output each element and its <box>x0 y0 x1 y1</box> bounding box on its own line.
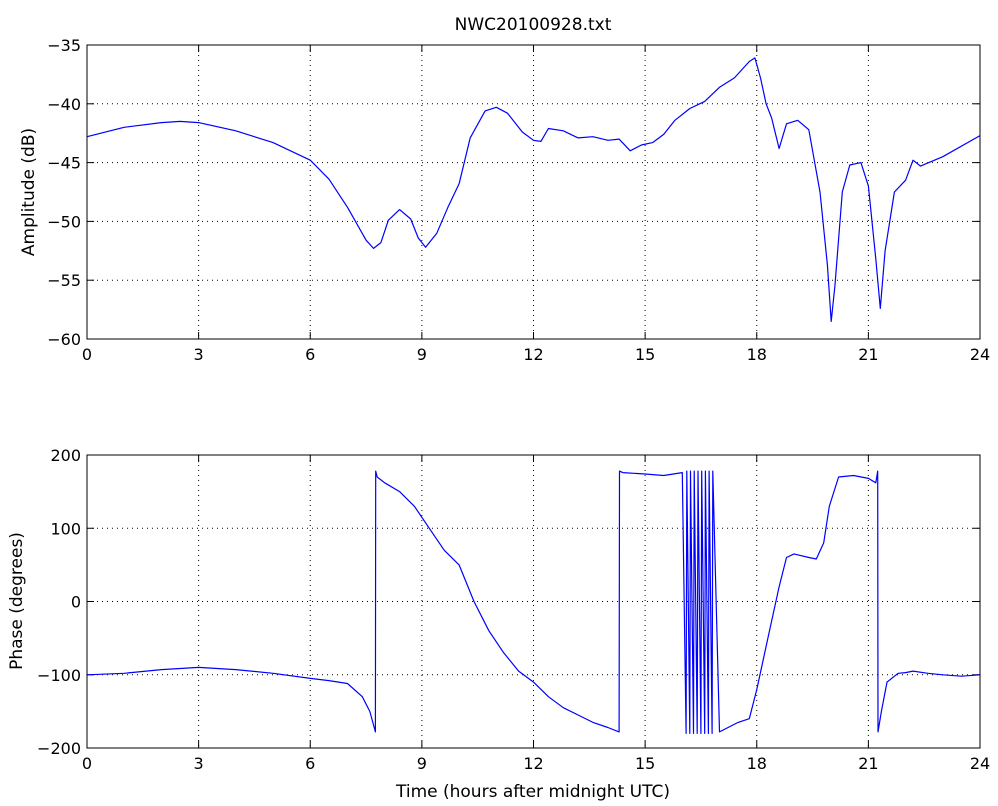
phase-y-tick-label: 0 <box>71 593 81 612</box>
amplitude-y-tick-label: −35 <box>47 36 81 55</box>
phase-x-tick-label: 24 <box>970 754 990 773</box>
amplitude-y-tick-label: −45 <box>47 154 81 173</box>
phase-y-tick-label: 100 <box>50 519 81 538</box>
phase-y-tick-label: −200 <box>37 739 81 758</box>
phase-x-tick-label: 3 <box>194 754 204 773</box>
phase-plot-area <box>87 455 980 748</box>
amplitude-x-tick-label: 18 <box>747 345 767 364</box>
phase-y-tick-label: −100 <box>37 666 81 685</box>
phase-y-tick-label: 200 <box>50 446 81 465</box>
phase-x-tick-label: 9 <box>417 754 427 773</box>
phase-x-tick-label: 6 <box>305 754 315 773</box>
amplitude-axes-box <box>86 44 981 340</box>
amplitude-x-tick-label: 0 <box>82 345 92 364</box>
amplitude-x-tick-label: 15 <box>635 345 655 364</box>
phase-x-tick-label: 21 <box>858 754 878 773</box>
amplitude-x-tick-label: 3 <box>194 345 204 364</box>
phase-ticks: 0 3 6 9 12 15 18 21 24 −200 −100 0 100 200 <box>37 446 990 773</box>
amplitude-ticks: 0 3 6 9 12 15 18 21 24 −60 −55 −50 −45 −40 −35 <box>47 36 990 364</box>
chart-title: NWC20100928.txt <box>455 15 612 35</box>
amplitude-y-tick-label: −60 <box>47 330 81 349</box>
phase-x-tick-label: 15 <box>635 754 655 773</box>
amplitude-x-tick-label: 12 <box>523 345 543 364</box>
phase-x-tick-label: 18 <box>747 754 767 773</box>
phase-x-axis-label: Time (hours after midnight UTC) <box>395 782 670 802</box>
amplitude-y-tick-label: −55 <box>47 271 81 290</box>
amplitude-y-tick-label: −50 <box>47 212 81 231</box>
amplitude-x-tick-label: 9 <box>417 345 427 364</box>
phase-x-tick-label: 0 <box>82 754 92 773</box>
phase-series-line <box>86 470 981 735</box>
phase-axes-box <box>86 454 981 749</box>
amplitude-series <box>86 57 981 322</box>
amplitude-grid <box>87 45 980 339</box>
phase-y-axis-label: Phase (degrees) <box>7 532 27 670</box>
amplitude-y-tick-label: −40 <box>47 95 81 114</box>
amplitude-x-tick-label: 21 <box>858 345 878 364</box>
phase-series <box>86 470 981 735</box>
phase-x-tick-label: 12 <box>523 754 543 773</box>
amplitude-plot-area <box>87 45 980 339</box>
amplitude-x-tick-label: 24 <box>970 345 990 364</box>
phase-panel: 0 3 6 9 12 15 18 21 24 −200 −100 0 100 200 Phase (deg… <box>7 446 990 802</box>
amplitude-panel: 0 3 6 9 12 15 18 21 24 −60 −55 −50 −45 −40 −35 Amplitu… <box>19 36 990 364</box>
amplitude-series-line <box>86 57 981 322</box>
amplitude-x-tick-label: 6 <box>305 345 315 364</box>
amplitude-y-axis-label: Amplitude (dB) <box>19 128 39 256</box>
